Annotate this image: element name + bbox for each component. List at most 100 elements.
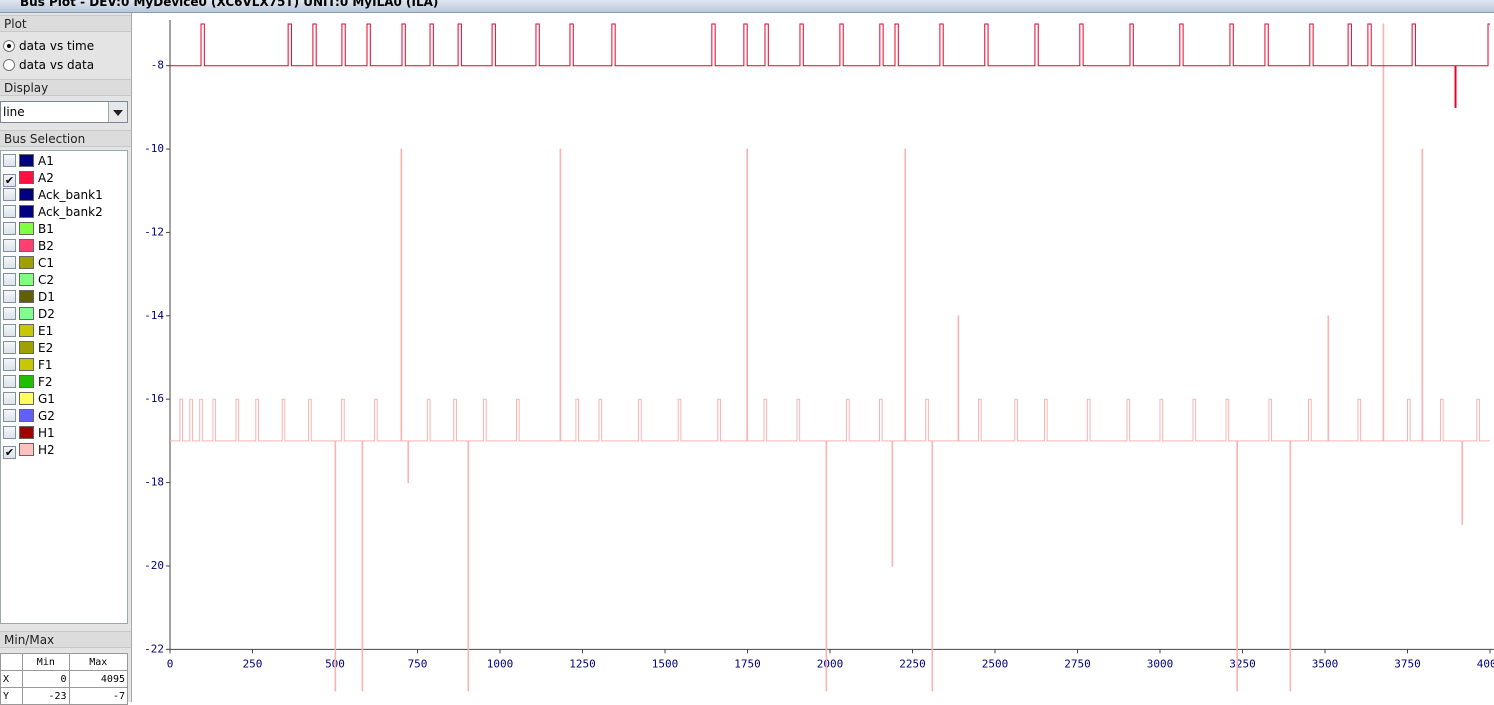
bus-color [19,375,34,388]
bus-row[interactable]: H1 [3,425,55,441]
display-header: Display [0,79,131,96]
bus-checkbox[interactable] [3,154,16,167]
bus-checkbox[interactable] [3,341,16,354]
bus-color [19,426,34,439]
series-line [170,23,1490,692]
bus-row[interactable]: A1 [3,153,54,169]
plot-header: Plot [0,15,131,32]
bus-color [19,358,34,371]
radio-button[interactable] [3,40,15,52]
bus-color [19,409,34,422]
combo-button[interactable] [108,102,127,122]
bus-color [19,171,34,184]
bus-name: Ack_bank2 [38,205,103,219]
bus-row[interactable]: D2 [3,306,55,322]
bus-color [19,188,34,201]
bus-color [19,222,34,235]
bus-name: E2 [38,341,54,355]
y-tick-label: -14 [144,309,164,322]
y-tick-label: -12 [144,225,164,238]
x-tick-label: 3000 [1147,657,1174,670]
bus-row[interactable]: G1 [3,391,55,407]
minmax-table: Min Max X 0 4095 Y -23 -7 [0,653,128,705]
minmax-header: Min/Max [0,631,131,648]
bus-row[interactable]: F1 [3,357,53,373]
bus-name: E1 [38,324,54,338]
radio-button[interactable] [3,59,15,71]
bus-checkbox[interactable] [3,290,16,303]
display-combo[interactable]: line [0,101,128,123]
bus-color [19,290,34,303]
bus-row[interactable]: C1 [3,255,54,271]
radio-label: data vs time [19,39,95,53]
bus-color [19,256,34,269]
bus-row[interactable]: Ack_bank1 [3,187,103,203]
bus-checkbox[interactable] [3,409,16,422]
bus-name: B2 [38,239,54,253]
bus-checkbox[interactable] [3,222,16,235]
x-tick-label: 1250 [569,657,596,670]
bus-checkbox[interactable] [3,358,16,371]
bus-name: Ack_bank1 [38,188,103,202]
bus-checkbox[interactable] [3,256,16,269]
bus-checkbox[interactable] [3,375,16,388]
y-tick-label: -8 [151,59,164,72]
bus-checkbox[interactable] [3,239,16,252]
col-header: Max [68,653,128,671]
bus-name: G1 [38,392,55,406]
bus-row[interactable]: B2 [3,238,54,254]
bus-name: D1 [38,290,55,304]
bus-header: Bus Selection [0,130,131,147]
x-tick-label: 2500 [982,657,1009,670]
corner [0,653,24,671]
x-tick-label: 4000 [1477,657,1494,670]
bus-checkbox[interactable] [3,273,16,286]
bus-row[interactable]: Ack_bank2 [3,204,103,220]
x-tick-label: 1000 [487,657,514,670]
series-line [170,23,1490,108]
bus-checkbox[interactable] [3,307,16,320]
bus-checkbox[interactable] [3,324,16,337]
x-tick-label: 3750 [1394,657,1421,670]
x-tick-label: 1750 [734,657,761,670]
bus-name: H1 [38,426,55,440]
bus-row[interactable]: ✔ H2 [3,442,55,459]
x-tick-label: 250 [243,657,263,670]
y-tick-label: -16 [144,392,164,405]
bus-row[interactable]: G2 [3,408,55,424]
bus-color [19,239,34,252]
bus-color [19,341,34,354]
bus-checkbox[interactable] [3,205,16,218]
radio-option[interactable]: data vs time [3,38,94,54]
bus-row[interactable]: E1 [3,323,53,339]
bus-row[interactable]: B1 [3,221,54,237]
bus-row[interactable]: F2 [3,374,53,390]
bus-name: B1 [38,222,54,236]
bus-color [19,324,34,337]
x-tick-label: 3500 [1312,657,1339,670]
bus-checkbox[interactable] [3,426,16,439]
bus-row[interactable]: D1 [3,289,55,305]
bus-name: F2 [38,375,53,389]
radio-label: data vs data [19,58,95,72]
bus-row[interactable]: C2 [3,272,54,288]
bus-checkbox[interactable]: ✔ [3,174,16,187]
y-tick-label: -10 [144,142,164,155]
bus-color [19,307,34,320]
bus-name: D2 [38,307,55,321]
bus-row[interactable]: E2 [3,340,53,356]
bus-checkbox[interactable] [3,188,16,201]
y-tick-label: -22 [144,642,164,655]
bus-name: H2 [38,443,55,457]
bus-color [19,154,34,167]
window-title: Bus Plot - DEV:0 MyDevice0 (XC6VLX75T) U… [20,0,439,9]
bus-color [19,443,34,456]
radio-option[interactable]: data vs data [3,57,94,73]
row-label: X [0,670,24,688]
bus-checkbox[interactable] [3,392,16,405]
bus-color [19,205,34,218]
bus-row[interactable]: ✔ A2 [3,170,54,187]
col-header: Min [22,653,70,671]
bus-checkbox[interactable]: ✔ [3,446,16,459]
